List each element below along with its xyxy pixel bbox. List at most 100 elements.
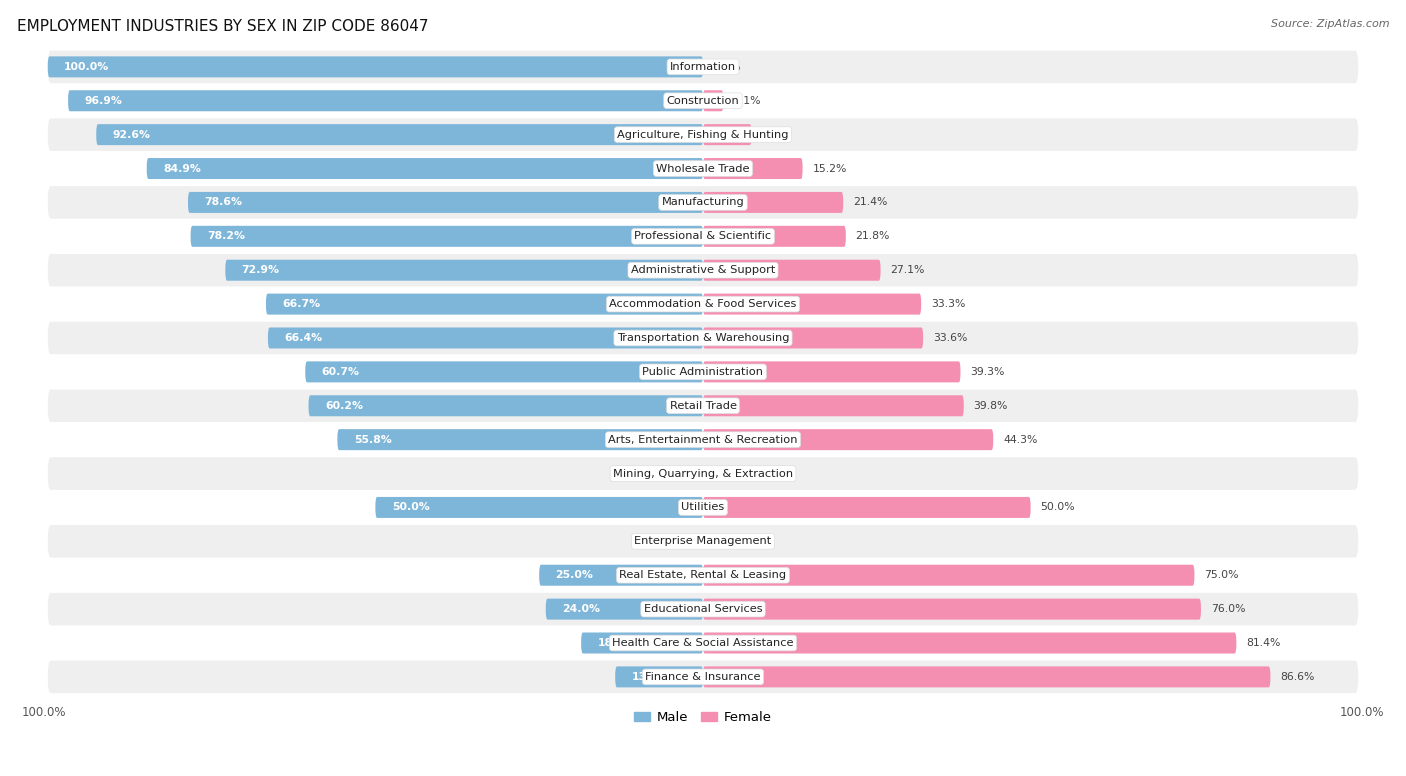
FancyBboxPatch shape [48,660,1358,693]
FancyBboxPatch shape [48,593,1358,625]
Text: Utilities: Utilities [682,502,724,512]
Text: Enterprise Management: Enterprise Management [634,536,772,546]
FancyBboxPatch shape [48,119,1358,151]
FancyBboxPatch shape [48,50,1358,83]
FancyBboxPatch shape [337,429,703,450]
Text: Finance & Insurance: Finance & Insurance [645,672,761,682]
Text: 0.0%: 0.0% [665,469,693,479]
FancyBboxPatch shape [703,362,960,383]
Text: Public Administration: Public Administration [643,367,763,377]
FancyBboxPatch shape [48,559,1358,591]
FancyBboxPatch shape [48,288,1358,320]
Text: 76.0%: 76.0% [1211,604,1246,614]
Text: 24.0%: 24.0% [562,604,600,614]
FancyBboxPatch shape [48,85,1358,117]
Text: Mining, Quarrying, & Extraction: Mining, Quarrying, & Extraction [613,469,793,479]
FancyBboxPatch shape [703,632,1236,653]
FancyBboxPatch shape [48,491,1358,524]
FancyBboxPatch shape [48,627,1358,660]
FancyBboxPatch shape [188,192,703,213]
FancyBboxPatch shape [538,565,703,586]
Text: 92.6%: 92.6% [112,130,150,140]
Text: 78.6%: 78.6% [204,197,242,207]
FancyBboxPatch shape [581,632,703,653]
Text: 33.3%: 33.3% [931,299,966,309]
Text: 72.9%: 72.9% [242,265,280,275]
FancyBboxPatch shape [703,667,1271,688]
FancyBboxPatch shape [48,322,1358,355]
Text: 39.3%: 39.3% [970,367,1005,377]
Text: 100.0%: 100.0% [65,62,110,72]
Text: 100.0%: 100.0% [21,705,66,719]
Text: 27.1%: 27.1% [890,265,925,275]
Text: 0.0%: 0.0% [713,62,741,72]
FancyBboxPatch shape [703,192,844,213]
Text: 0.0%: 0.0% [713,536,741,546]
Text: Information: Information [669,62,737,72]
Text: 96.9%: 96.9% [84,95,122,106]
Text: 55.8%: 55.8% [354,435,391,445]
FancyBboxPatch shape [96,124,703,145]
FancyBboxPatch shape [48,254,1358,286]
Text: 86.6%: 86.6% [1281,672,1315,682]
FancyBboxPatch shape [305,362,703,383]
Text: Real Estate, Rental & Leasing: Real Estate, Rental & Leasing [620,570,786,580]
FancyBboxPatch shape [703,395,963,416]
Text: Agriculture, Fishing & Hunting: Agriculture, Fishing & Hunting [617,130,789,140]
Text: 60.7%: 60.7% [322,367,360,377]
Legend: Male, Female: Male, Female [628,705,778,729]
Text: 100.0%: 100.0% [1340,705,1385,719]
Text: 21.4%: 21.4% [853,197,887,207]
Text: 50.0%: 50.0% [392,502,429,512]
Text: 15.2%: 15.2% [813,164,846,174]
FancyBboxPatch shape [616,667,703,688]
FancyBboxPatch shape [225,260,703,281]
Text: 0.0%: 0.0% [665,536,693,546]
FancyBboxPatch shape [48,390,1358,422]
Text: Wholesale Trade: Wholesale Trade [657,164,749,174]
FancyBboxPatch shape [269,327,703,348]
FancyBboxPatch shape [266,293,703,314]
Text: Arts, Entertainment & Recreation: Arts, Entertainment & Recreation [609,435,797,445]
Text: 75.0%: 75.0% [1205,570,1239,580]
FancyBboxPatch shape [48,424,1358,456]
Text: Educational Services: Educational Services [644,604,762,614]
FancyBboxPatch shape [67,90,703,111]
FancyBboxPatch shape [191,226,703,247]
Text: 25.0%: 25.0% [555,570,593,580]
Text: EMPLOYMENT INDUSTRIES BY SEX IN ZIP CODE 86047: EMPLOYMENT INDUSTRIES BY SEX IN ZIP CODE… [17,19,429,34]
FancyBboxPatch shape [703,226,846,247]
Text: 21.8%: 21.8% [856,231,890,241]
FancyBboxPatch shape [48,220,1358,252]
FancyBboxPatch shape [48,525,1358,558]
FancyBboxPatch shape [48,152,1358,185]
Text: Transportation & Warehousing: Transportation & Warehousing [617,333,789,343]
FancyBboxPatch shape [703,124,751,145]
FancyBboxPatch shape [703,497,1031,518]
Text: 81.4%: 81.4% [1246,638,1281,648]
FancyBboxPatch shape [703,598,1201,619]
FancyBboxPatch shape [48,457,1358,490]
FancyBboxPatch shape [146,158,703,179]
FancyBboxPatch shape [48,57,703,78]
FancyBboxPatch shape [48,186,1358,219]
FancyBboxPatch shape [703,158,803,179]
Text: Professional & Scientific: Professional & Scientific [634,231,772,241]
Text: 66.7%: 66.7% [283,299,321,309]
Text: 44.3%: 44.3% [1002,435,1038,445]
FancyBboxPatch shape [48,355,1358,388]
Text: 7.4%: 7.4% [761,130,789,140]
Text: Retail Trade: Retail Trade [669,400,737,411]
FancyBboxPatch shape [546,598,703,619]
Text: 78.2%: 78.2% [207,231,245,241]
Text: 33.6%: 33.6% [934,333,967,343]
Text: 13.4%: 13.4% [631,672,669,682]
Text: 84.9%: 84.9% [163,164,201,174]
Text: Construction: Construction [666,95,740,106]
Text: 39.8%: 39.8% [973,400,1008,411]
FancyBboxPatch shape [703,565,1195,586]
Text: 50.0%: 50.0% [1040,502,1076,512]
Text: Source: ZipAtlas.com: Source: ZipAtlas.com [1271,19,1389,29]
FancyBboxPatch shape [308,395,703,416]
Text: 3.1%: 3.1% [733,95,761,106]
